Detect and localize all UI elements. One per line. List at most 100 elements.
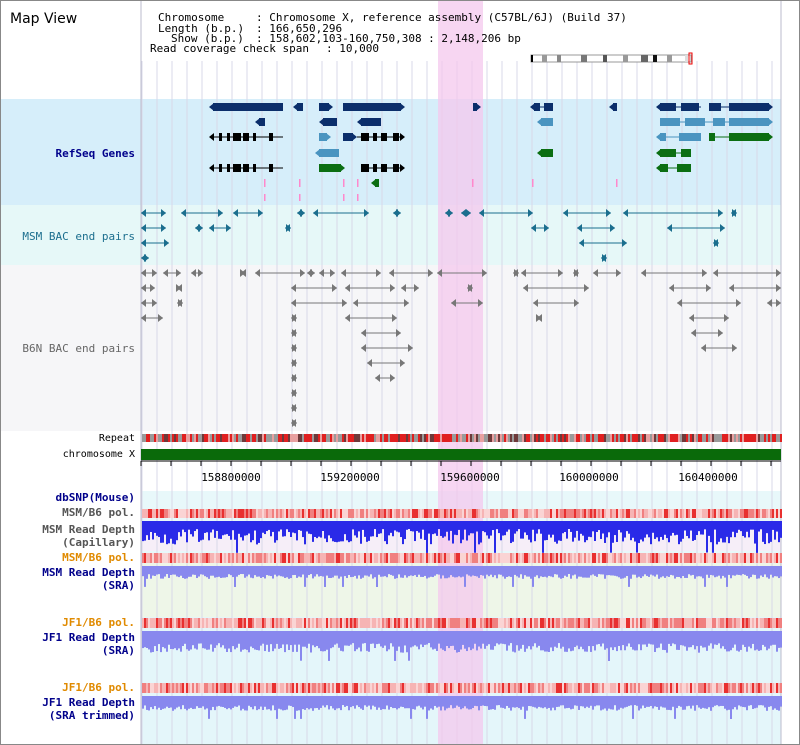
refseq-gene-features[interactable] xyxy=(209,103,773,201)
read-depth-bar xyxy=(684,696,686,710)
repeat-segment xyxy=(780,434,782,442)
jf1-read-depth-trimmed-label[interactable]: JF1 Read Depth xyxy=(42,696,135,709)
jf1-read-depth-label[interactable]: JF1 Read Depth xyxy=(42,631,135,644)
repeat-segment xyxy=(562,434,564,442)
repeat-segment xyxy=(552,434,554,442)
polymorphism-cell xyxy=(678,618,680,628)
read-depth-bar xyxy=(250,566,252,578)
read-depth-bar xyxy=(286,566,288,578)
read-depth-bar xyxy=(524,631,526,652)
polymorphism-cell xyxy=(590,618,592,628)
polymorphism-cell xyxy=(468,509,470,518)
polymorphism-cell xyxy=(256,683,258,693)
read-depth-bar xyxy=(528,521,530,540)
bac-end-right xyxy=(161,209,166,217)
bac-end-right xyxy=(292,389,297,397)
read-depth-bar xyxy=(276,696,278,719)
polymorphism-cell xyxy=(184,618,186,628)
polymorphism-cell xyxy=(498,553,500,563)
read-depth-bar xyxy=(498,631,500,645)
read-depth-bar xyxy=(458,566,460,577)
polymorphism-cell xyxy=(286,683,288,693)
polymorphism-cell xyxy=(186,683,188,693)
msm-b6-pol-label[interactable]: MSM/B6 pol. xyxy=(62,506,135,519)
polymorphism-cell xyxy=(368,618,370,628)
polymorphism-cell xyxy=(580,683,582,693)
gene-strand-arrow xyxy=(209,133,214,141)
polymorphism-cell xyxy=(272,553,274,563)
jf1-b6-pol-label[interactable]: JF1/B6 pol. xyxy=(62,616,135,629)
dbsnp-label[interactable]: dbSNP(Mouse) xyxy=(56,491,135,504)
read-depth-bar xyxy=(628,521,630,534)
read-depth-bar xyxy=(690,696,692,709)
read-depth-bar xyxy=(578,631,580,650)
polymorphism-cell xyxy=(358,618,360,628)
polymorphism-cell xyxy=(694,683,696,693)
polymorphism-cell xyxy=(656,509,658,518)
polymorphism-cell xyxy=(162,618,164,628)
msm-bac-label[interactable]: MSM BAC end pairs xyxy=(22,230,135,243)
read-depth-bar xyxy=(756,696,758,708)
read-depth-bar xyxy=(726,566,728,587)
b6n-bac-label[interactable]: B6N BAC end pairs xyxy=(22,342,135,355)
read-depth-bar xyxy=(640,566,642,579)
polymorphism-cell xyxy=(268,509,270,518)
polymorphism-cell xyxy=(146,553,148,563)
polymorphism-cell xyxy=(566,683,568,693)
read-depth-bar xyxy=(394,521,396,531)
polymorphism-cell xyxy=(596,618,598,628)
gene-exon xyxy=(227,133,230,141)
polymorphism-cell xyxy=(634,509,636,518)
polymorphism-cell xyxy=(426,553,428,563)
polymorphism-cell xyxy=(696,509,698,518)
polymorphism-cell xyxy=(552,618,554,628)
polymorphism-cell xyxy=(506,509,508,518)
polymorphism-cell xyxy=(270,509,272,518)
b6n-bac-end-pairs[interactable] xyxy=(141,269,781,427)
read-depth-bar xyxy=(240,696,242,711)
read-depth-bar xyxy=(284,521,286,537)
read-depth-bar xyxy=(194,521,196,532)
polymorphism-cell xyxy=(758,509,760,518)
polymorphism-cell xyxy=(370,553,372,563)
repeat-segment xyxy=(660,434,662,442)
msm-bac-end-pairs[interactable] xyxy=(141,209,737,262)
polymorphism-cell xyxy=(146,618,148,628)
msm-read-depth-sra-label[interactable]: MSM Read Depth xyxy=(42,566,135,579)
msm-read-depth-capillary-label[interactable]: MSM Read Depth xyxy=(42,523,135,536)
read-depth-bar xyxy=(354,566,356,576)
refseq-genes-label[interactable]: RefSeq Genes xyxy=(56,147,135,160)
polymorphism-cell xyxy=(198,509,200,518)
polymorphism-cell xyxy=(398,553,400,563)
read-depth-bar xyxy=(374,696,376,707)
read-depth-bar xyxy=(296,696,298,711)
read-depth-bar xyxy=(494,566,496,576)
polymorphism-cell xyxy=(648,618,650,628)
read-depth-bar xyxy=(508,631,510,646)
read-depth-bar xyxy=(760,566,762,576)
repeat-segment xyxy=(492,434,494,442)
polymorphism-cell xyxy=(754,509,756,518)
read-depth-bar xyxy=(148,521,150,540)
polymorphism-cell xyxy=(642,618,644,628)
polymorphism-cell xyxy=(390,618,392,628)
polymorphism-cell xyxy=(348,509,350,518)
read-depth-bar xyxy=(572,631,574,651)
polymorphism-cell xyxy=(604,618,606,628)
read-depth-bar xyxy=(302,631,304,647)
repeat-segment xyxy=(292,434,294,442)
read-depth-bar xyxy=(732,696,734,710)
read-depth-bar xyxy=(488,521,490,539)
chromosome-ideogram[interactable] xyxy=(530,52,693,65)
chromosome-bar[interactable] xyxy=(141,449,781,460)
read-depth-bar xyxy=(450,631,452,646)
polymorphism-cell xyxy=(528,618,530,628)
read-depth-bar xyxy=(520,696,522,710)
polymorphism-cell xyxy=(642,509,644,518)
polymorphism-cell xyxy=(558,509,560,518)
msm-b6-pol-2-label[interactable]: MSM/B6 pol. xyxy=(62,551,135,564)
jf1-b6-pol-2-label[interactable]: JF1/B6 pol. xyxy=(62,681,135,694)
read-depth-bar xyxy=(566,631,568,652)
polymorphism-cell xyxy=(464,683,466,693)
